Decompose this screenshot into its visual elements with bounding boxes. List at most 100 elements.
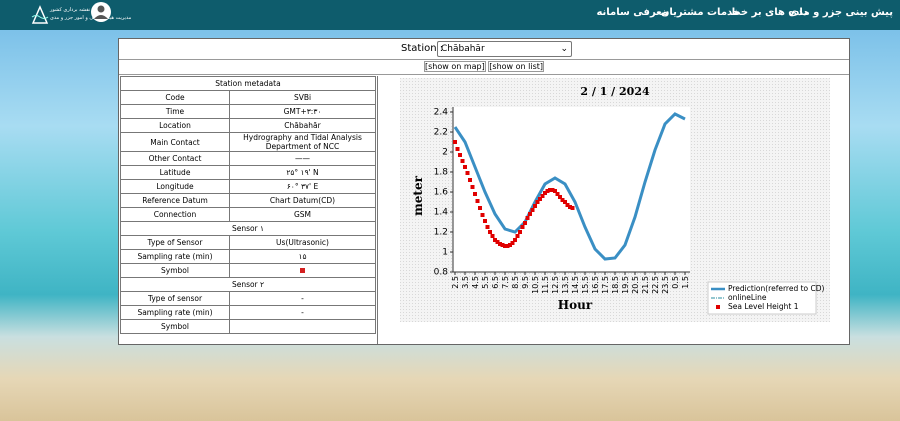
sea-level-point xyxy=(550,188,555,192)
x-tick-label: 19.5 xyxy=(621,276,630,294)
sea-level-point xyxy=(553,189,557,193)
x-tick-label: 18.5 xyxy=(611,276,620,294)
table-row: Latitude ۲۵° ۱۹' N xyxy=(120,165,376,180)
x-tick-label: 11.5 xyxy=(541,276,550,294)
nav-bar: سازمان نقشه برداری کشور مدیریت هیدروگراف… xyxy=(0,0,900,30)
sea-level-point xyxy=(458,153,462,157)
sea-level-point xyxy=(495,240,500,244)
sea-level-point xyxy=(518,230,522,234)
legend-symbol xyxy=(716,305,720,309)
table-cell: - xyxy=(229,305,376,320)
x-tick-label: 0.5 xyxy=(671,276,680,289)
y-tick-label: 0.8 xyxy=(434,268,449,278)
sea-level-point xyxy=(500,243,505,247)
sea-level-point xyxy=(520,225,525,229)
link-row: [show on map] [show on list] xyxy=(119,59,849,75)
map-link[interactable]: [show on map] xyxy=(423,61,486,72)
x-tick-label: 21.5 xyxy=(641,276,650,294)
legend-box xyxy=(707,281,817,315)
table-row: Symbol xyxy=(120,319,376,334)
y-tick-label: 2 xyxy=(442,148,448,158)
list-link[interactable]: [show on list] xyxy=(488,61,544,72)
x-tick-label: 5.5 xyxy=(481,276,490,289)
legend-label: Sea Level Height 1 xyxy=(728,302,799,311)
y-tick-label: 1 xyxy=(442,248,448,258)
sea-level-point xyxy=(533,204,537,208)
sea-level-point xyxy=(463,165,467,169)
y-tick-label: 1.6 xyxy=(434,188,449,198)
table-cell: Sensor ۲ xyxy=(120,277,376,292)
sea-level-point xyxy=(473,192,477,196)
logo-text: مدیریت هیدروگرافی و امور جزر و مدی xyxy=(50,15,132,21)
avatar[interactable] xyxy=(90,1,112,23)
sea-level-point xyxy=(555,192,560,196)
table-cell: Type of Sensor xyxy=(120,235,230,250)
table-row: Main Contact Hydrography and Tidal Analys… xyxy=(120,132,376,152)
x-tick-label: 14.5 xyxy=(571,276,580,294)
table-row: Type of Sensor Us(Ultrasonic) xyxy=(120,235,376,250)
table-cell: Reference Datum xyxy=(120,193,230,208)
sea-level-point xyxy=(468,178,472,182)
table-cell xyxy=(229,263,376,278)
table-cell: Connection xyxy=(120,207,230,222)
chart: 2 / 1 / 2024 meter Hour 0.8 1 1.2 1.4 1.6 1.8… xyxy=(400,78,830,322)
table-cell: Symbol xyxy=(120,263,230,278)
symbol xyxy=(300,268,305,273)
metadata-table: Station metadata Code SVBi Time GMT+۳:۳۰ Loca… xyxy=(120,76,376,334)
logo-text: سازمان نقشه برداری کشور xyxy=(50,7,108,13)
sea-level-point xyxy=(475,199,480,203)
sea-level-point xyxy=(565,203,570,207)
sea-level-point xyxy=(513,238,517,242)
legend-label: Prediction(referred to CD) xyxy=(728,284,825,293)
table-cell: —— xyxy=(229,151,376,166)
sea-level-point xyxy=(540,194,545,198)
table-row: Location Chābahār xyxy=(120,118,376,133)
table-cell: Sampling rate (min) xyxy=(120,305,230,320)
table-cell: SVBi xyxy=(229,90,376,105)
table-cell: Time xyxy=(120,104,230,119)
prediction-line xyxy=(453,112,686,261)
sea-level-point xyxy=(525,216,530,220)
menu-item[interactable]: خدمات مشتریان xyxy=(660,7,740,18)
table-row: Reference Datum Chart Datum(CD) xyxy=(120,193,376,208)
x-tick-label: 3.5 xyxy=(461,276,470,289)
table-cell: Chart Datum(CD) xyxy=(229,193,376,208)
x-tick-label: 4.5 xyxy=(471,276,480,289)
table-cell: Main Contact xyxy=(120,132,230,152)
menu-item[interactable]: معرفی سامانه xyxy=(596,7,668,18)
x-tick-label: 12.5 xyxy=(551,276,560,294)
sea-level-point xyxy=(455,147,460,151)
sea-level-point xyxy=(485,225,490,229)
sea-level-point xyxy=(538,197,542,201)
sea-level-point xyxy=(523,221,527,225)
sea-level-point xyxy=(515,234,520,238)
sea-level-point xyxy=(460,159,465,163)
table-row: Type of sensor - xyxy=(120,291,376,306)
table-cell: Station metadata xyxy=(120,76,376,91)
logo-icon xyxy=(31,5,49,24)
menu-item[interactable]: داده های بر خط xyxy=(730,7,808,18)
station-select[interactable]: Chābahār ⌄ xyxy=(437,41,572,57)
sea-level-point xyxy=(570,206,575,210)
chart-container: 2 / 1 / 2024 meter Hour 0.8 1 1.2 1.4 1.6 1.8… xyxy=(400,78,830,322)
sea-level-point xyxy=(503,244,507,248)
y-tick-label: 1.2 xyxy=(434,228,448,238)
x-tick-label: 23.5 xyxy=(661,276,670,294)
plot-area xyxy=(453,107,690,272)
table-cell xyxy=(229,319,376,334)
table-row: Sensor ۱ xyxy=(120,221,376,236)
sea-level-point xyxy=(563,200,567,204)
sea-level-point xyxy=(510,241,515,245)
x-tick-label: 9.5 xyxy=(521,276,530,289)
sea-level-point xyxy=(483,219,487,223)
table-cell: Code xyxy=(120,90,230,105)
menu-item[interactable]: پیش بینی جزر و مدی xyxy=(788,7,893,18)
table-row: Connection GSM xyxy=(120,207,376,222)
x-tick-label: 7.5 xyxy=(501,276,510,289)
sea-level-point xyxy=(548,188,552,192)
table-row: Sensor ۲ xyxy=(120,277,376,292)
sea-level-point xyxy=(535,200,540,204)
x-tick-label: 22.5 xyxy=(651,276,660,294)
y-tick-label: 1.8 xyxy=(434,168,449,178)
